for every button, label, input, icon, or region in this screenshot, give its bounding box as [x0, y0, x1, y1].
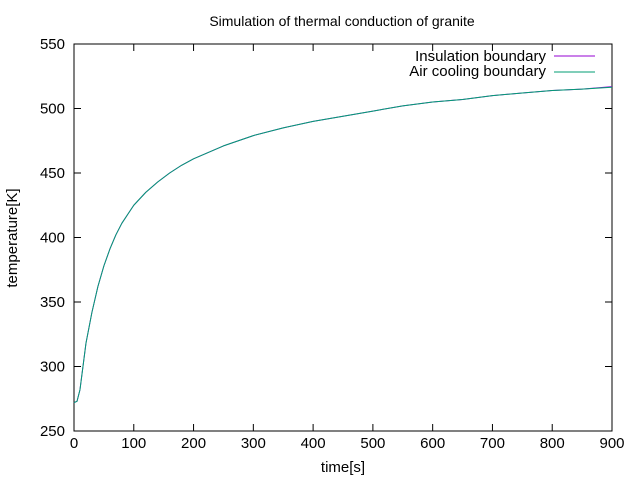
- y-axis-label: temperature[K]: [4, 188, 21, 287]
- y-tick-label: 300: [40, 359, 65, 376]
- x-tick-label: 300: [241, 435, 266, 452]
- series-line-insulation: [73, 86, 613, 404]
- y-tick-label: 450: [40, 165, 65, 182]
- chart-title: Simulation of thermal conduction of gran…: [209, 13, 475, 29]
- legend-label-insulation: Insulation boundary: [415, 48, 546, 65]
- x-tick-label: 400: [301, 435, 326, 452]
- x-axis-label: time[s]: [321, 459, 365, 476]
- y-tick-label: 400: [40, 230, 65, 247]
- x-tick-label: 900: [599, 435, 624, 452]
- y-tick-label: 250: [40, 423, 65, 440]
- x-tick-label: 500: [360, 435, 385, 452]
- x-axis-ticks: 0 100 200 300 400 500 600 700 800 900: [70, 44, 625, 452]
- series-line-air-cooling: [73, 86, 613, 404]
- y-axis-ticks: 250 300 350 400 450 500 550: [40, 36, 612, 440]
- x-tick-label: 800: [540, 435, 565, 452]
- plot-frame: [73, 43, 613, 432]
- y-tick-label: 350: [40, 294, 65, 311]
- y-tick-label: 500: [40, 101, 65, 118]
- x-tick-label: 0: [70, 435, 78, 452]
- x-tick-label: 600: [420, 435, 445, 452]
- legend: Insulation boundary Air cooling boundary: [409, 48, 595, 80]
- y-tick-label: 550: [40, 36, 65, 53]
- x-tick-label: 100: [121, 435, 146, 452]
- x-tick-label: 700: [480, 435, 505, 452]
- x-tick-label: 200: [181, 435, 206, 452]
- legend-label-air-cooling: Air cooling boundary: [409, 63, 546, 80]
- series-layer: [73, 86, 613, 404]
